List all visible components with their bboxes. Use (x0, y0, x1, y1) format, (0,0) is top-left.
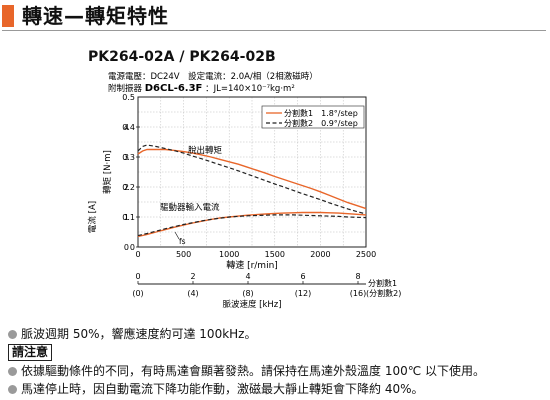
fs-pointer (174, 231, 180, 240)
bullet-icon (8, 385, 17, 394)
speed-tick-label: 2000 (310, 250, 330, 259)
current-tick-label: 2 (124, 183, 129, 192)
note-1-text: 脈波週期 50%，響應速度約可達 100kHz。 (21, 327, 257, 341)
bullet-icon (8, 330, 17, 339)
header-accent-square (2, 5, 14, 27)
frequency-tick-label-div2: (8) (242, 289, 253, 298)
note-2: 依據驅動條件的不同，有時馬達會顯著發熱。請保持在馬達外殼溫度 100℃ 以下使用… (8, 362, 548, 380)
current-tick-labels: 0 1 2 3 4 (124, 123, 140, 252)
frequency-tick-label-div1: 4 (245, 272, 250, 281)
torque-tick-label: 0.2 (122, 183, 135, 192)
current-tick-label: 4 (124, 123, 129, 132)
frequency-tick-label-div2: (0) (132, 289, 143, 298)
div2-label: (分割數2) (366, 288, 401, 298)
torque-tick-label: 0.5 (122, 93, 135, 102)
plot-frame (137, 96, 367, 248)
conditions-label: 附制振器 (108, 83, 143, 94)
speed-tick-label: 500 (176, 250, 191, 259)
frequency-tick-label-div1: 8 (355, 272, 360, 281)
frequency-ticks: 0 (0) 2 (4) 4 (8) 6 (12) 8 (16) (132, 272, 366, 298)
speed-tick-label: 0 (135, 250, 140, 259)
torque-tick-labels: 0 0.1 0.2 0.3 0.4 0.5 (122, 93, 135, 252)
note-2-text: 依據驅動條件的不同，有時馬達會顯著發熱。請保持在馬達外殼溫度 100℃ 以下使用… (21, 364, 486, 378)
series-line-2 (137, 144, 367, 215)
frequency-tick-label-div1: 6 (300, 272, 305, 281)
current-curve-label: 驅動器輸入電流 (160, 202, 220, 213)
div1-label: 分割數1 (368, 278, 397, 288)
frequency-tick-label-div2: (4) (187, 289, 198, 298)
series-line-4 (137, 214, 367, 237)
page-header: 轉速—轉矩特性 (2, 4, 546, 31)
legend-item-div2: 分割數2 0.9°/step (284, 118, 358, 128)
inertia-text: ：JL=140×10⁻⁷kg·m² (205, 84, 295, 94)
speed-tick-label: 1000 (219, 250, 239, 259)
speed-axis-label: 轉速 [r/min] (226, 259, 278, 271)
speed-tick-label: 2500 (356, 250, 376, 259)
current-axis-label: 電流 [A] (87, 201, 98, 233)
note-3-text: 馬達停止時，因自動電流下降功能作動，激磁最大靜止轉矩會下降約 40%。 (21, 382, 424, 396)
frequency-tick-label-div1: 2 (190, 272, 195, 281)
current-tick-label: 0 (124, 243, 129, 252)
note-1: 脈波週期 50%，響應速度約可達 100kHz。 (8, 325, 548, 343)
bullet-icon (8, 367, 17, 376)
speed-tick-labels: 0 500 1000 1500 2000 2500 (135, 250, 376, 259)
series-lines (137, 144, 367, 238)
damper-model: D6CL-6.3F (145, 83, 203, 94)
fs-label: fs (179, 237, 186, 246)
frequency-tick-label-div1: 0 (135, 272, 140, 281)
legend-box (261, 105, 365, 129)
page-title: 轉速—轉矩特性 (22, 4, 169, 28)
torque-tick-label: 0 (130, 243, 135, 252)
torque-tick-label: 0.3 (122, 153, 135, 162)
model-title: PK264-02A / PK264-02B (88, 49, 276, 65)
caution-row: 請注意 (8, 343, 548, 362)
caution-label: 請注意 (8, 344, 53, 361)
frequency-axis-label: 脈波速度 [kHz] (222, 299, 281, 310)
legend-item-div1: 分割數1 1.8°/step (284, 108, 358, 118)
current-tick-label: 3 (124, 153, 129, 162)
frequency-tick-label-div2: (12) (295, 289, 311, 298)
torque-axis-label: 轉矩 [N·m] (102, 150, 113, 194)
notes: 脈波週期 50%，響應速度約可達 100kHz。 請注意 依據驅動條件的不同，有… (8, 325, 548, 398)
speed-tick-label: 1500 (265, 250, 285, 259)
current-tick-label: 1 (124, 213, 129, 222)
pullout-torque-label: 脫出轉矩 (188, 145, 223, 156)
conditions-line2: 附制振器 D6CL-6.3F ：JL=140×10⁻⁷kg·m² (108, 83, 295, 94)
legend: 分割數1 1.8°/step 分割數2 0.9°/step (261, 105, 365, 129)
frequency-tick-label-div2: (16) (350, 289, 366, 298)
conditions-line1: 電源電壓：DC24V 設定電流：2.0A/相（2相激磁時） (108, 71, 318, 82)
note-3: 馬達停止時，因自動電流下降功能作動，激磁最大靜止轉矩會下降約 40%。 (8, 380, 548, 398)
torque-tick-label: 0.4 (122, 123, 135, 132)
torque-tick-label: 0.1 (122, 213, 135, 222)
header-rule (2, 30, 546, 31)
